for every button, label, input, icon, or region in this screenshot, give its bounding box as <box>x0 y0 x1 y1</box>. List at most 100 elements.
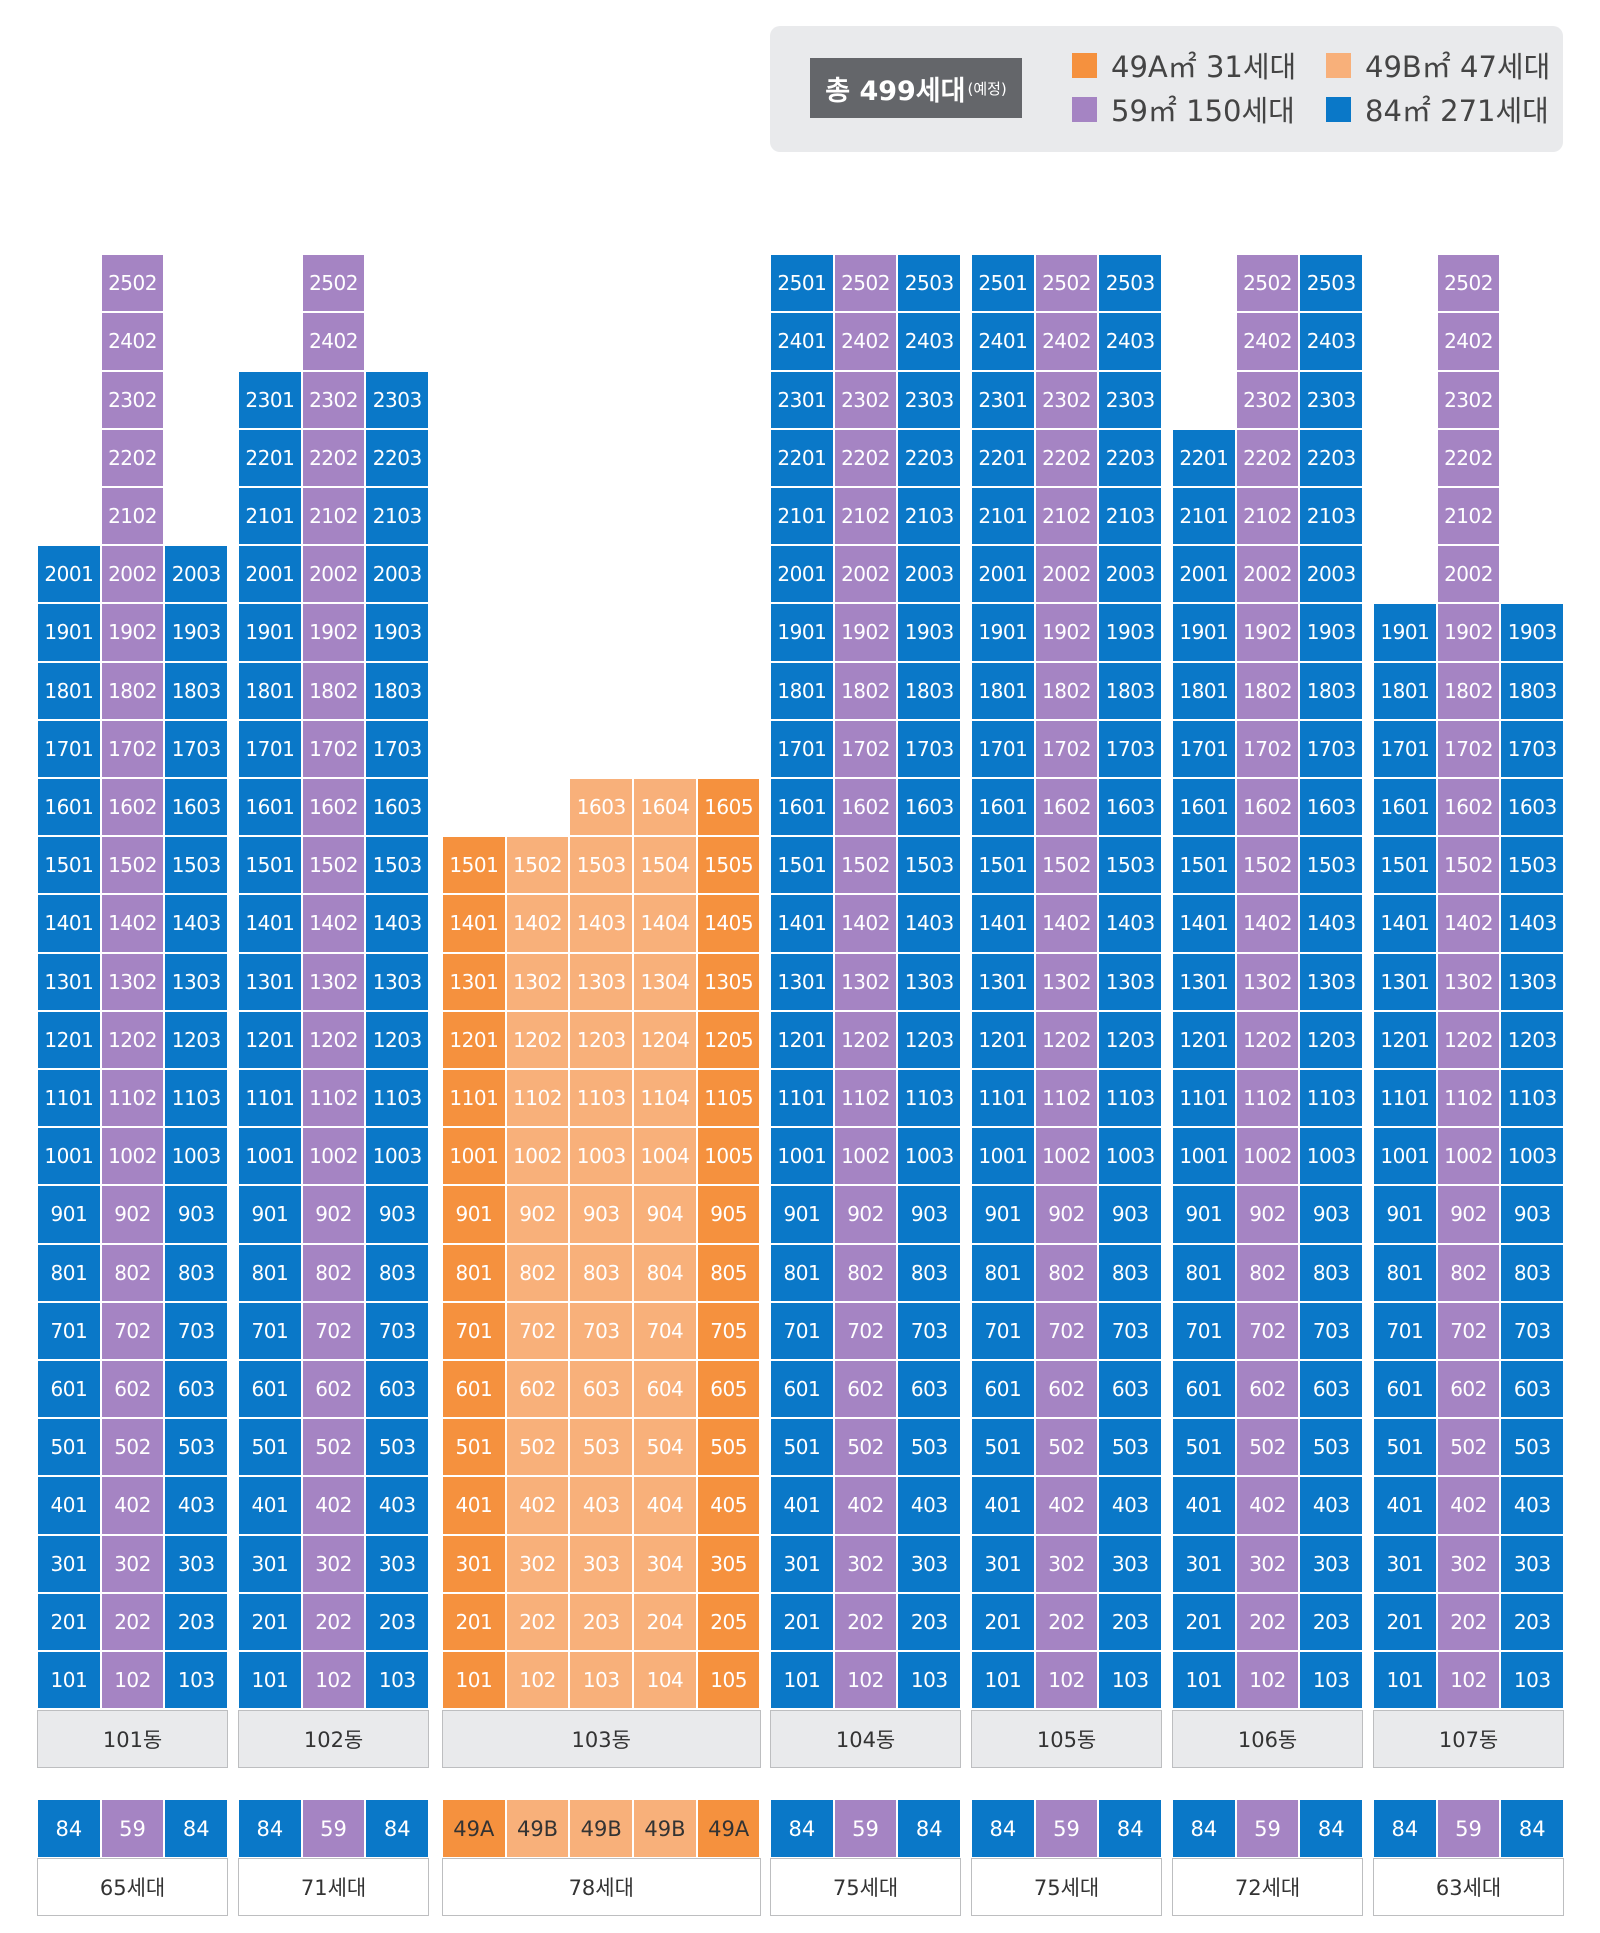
unit-cell: 101 <box>442 1651 506 1710</box>
unit-cell: 301 <box>1373 1534 1437 1593</box>
unit-cell: 1701 <box>1373 719 1437 778</box>
unit-cell: 403 <box>1500 1476 1565 1535</box>
unit-cell: 1801 <box>238 661 302 720</box>
unit-cell: 703 <box>1098 1301 1163 1360</box>
unit-cell: 1303 <box>164 952 229 1011</box>
unit-cell: 903 <box>1299 1185 1364 1244</box>
unit-cell: 702 <box>1235 1301 1300 1360</box>
unit-cell: 1501 <box>1172 836 1236 895</box>
unit-cell: 602 <box>1235 1360 1300 1419</box>
unit-cell: 1902 <box>1235 603 1300 662</box>
unit-cell: 1401 <box>442 894 506 953</box>
unit-cell: 902 <box>833 1185 898 1244</box>
unit-cell: 801 <box>37 1243 101 1302</box>
legend-swatch-49a <box>1072 52 1097 78</box>
unit-cell: 1403 <box>1098 894 1163 953</box>
unit-cell: 1301 <box>971 952 1035 1011</box>
unit-cell: 1204 <box>633 1010 697 1069</box>
unit-cell: 305 <box>696 1534 761 1593</box>
unit-cell: 1603 <box>365 778 430 837</box>
unit-cell: 505 <box>696 1418 761 1477</box>
unit-cell: 1903 <box>164 603 229 662</box>
unit-cell: 1301 <box>442 952 506 1011</box>
unit-cell: 301 <box>238 1534 302 1593</box>
unit-type-cell: 84 <box>1172 1799 1236 1858</box>
unit-cell: 1802 <box>1034 661 1099 720</box>
unit-cell: 103 <box>365 1651 430 1710</box>
unit-cell: 1305 <box>696 952 761 1011</box>
unit-cell: 103 <box>897 1651 962 1710</box>
legend-swatch-49b <box>1326 52 1351 78</box>
unit-cell: 1202 <box>100 1010 165 1069</box>
unit-cell: 1201 <box>770 1010 834 1069</box>
unit-cell: 1801 <box>1172 661 1236 720</box>
unit-cell: 1003 <box>365 1127 430 1186</box>
unit-cell: 2102 <box>301 487 366 546</box>
unit-cell: 502 <box>505 1418 570 1477</box>
unit-cell: 1902 <box>833 603 898 662</box>
unit-cell: 1202 <box>1436 1010 1501 1069</box>
unit-cell: 1503 <box>164 836 229 895</box>
unit-cell: 501 <box>1373 1418 1437 1477</box>
unit-cell: 2103 <box>1098 487 1163 546</box>
unit-cell: 1003 <box>1500 1127 1565 1186</box>
unit-cell: 1002 <box>100 1127 165 1186</box>
unit-cell: 503 <box>365 1418 430 1477</box>
unit-type-cell: 49B <box>505 1799 570 1858</box>
unit-cell: 1803 <box>164 661 229 720</box>
unit-cell: 701 <box>1373 1301 1437 1360</box>
unit-cell: 2303 <box>897 370 962 429</box>
unit-type-cell: 84 <box>238 1799 302 1858</box>
unit-cell: 1605 <box>696 778 761 837</box>
unit-cell: 1601 <box>37 778 101 837</box>
legend-item-49a: 49A㎡ 31세대 <box>1072 44 1296 86</box>
unit-cell: 1902 <box>1436 603 1501 662</box>
unit-cell: 1101 <box>37 1069 101 1128</box>
building-households: 65세대 <box>37 1858 229 1916</box>
unit-cell: 1601 <box>770 778 834 837</box>
unit-cell: 2103 <box>365 487 430 546</box>
unit-cell: 401 <box>770 1476 834 1535</box>
unit-cell: 1201 <box>971 1010 1035 1069</box>
unit-cell: 1603 <box>1299 778 1364 837</box>
unit-cell: 1503 <box>1098 836 1163 895</box>
unit-cell: 602 <box>100 1360 165 1419</box>
unit-cell: 2502 <box>100 254 165 313</box>
unit-cell: 403 <box>569 1476 634 1535</box>
unit-cell: 1302 <box>301 952 366 1011</box>
unit-cell: 1702 <box>833 719 898 778</box>
unit-cell: 903 <box>365 1185 430 1244</box>
unit-cell: 202 <box>505 1592 570 1651</box>
unit-cell: 303 <box>1299 1534 1364 1593</box>
unit-cell: 703 <box>1299 1301 1364 1360</box>
unit-cell: 502 <box>1436 1418 1501 1477</box>
unit-cell: 103 <box>164 1651 229 1710</box>
building-label: 105동 <box>971 1710 1163 1768</box>
unit-type-cell: 59 <box>1235 1799 1300 1858</box>
unit-cell: 1403 <box>1299 894 1364 953</box>
unit-cell: 403 <box>164 1476 229 1535</box>
unit-cell: 1103 <box>1299 1069 1364 1128</box>
unit-cell: 802 <box>1436 1243 1501 1302</box>
unit-cell: 901 <box>770 1185 834 1244</box>
unit-cell: 1403 <box>569 894 634 953</box>
unit-cell: 1802 <box>100 661 165 720</box>
unit-cell: 1301 <box>1172 952 1236 1011</box>
unit-cell: 1403 <box>897 894 962 953</box>
unit-cell: 1903 <box>897 603 962 662</box>
unit-cell: 1802 <box>1436 661 1501 720</box>
unit-cell: 705 <box>696 1301 761 1360</box>
unit-cell: 603 <box>365 1360 430 1419</box>
unit-cell: 1301 <box>37 952 101 1011</box>
unit-cell: 2301 <box>770 370 834 429</box>
unit-cell: 1101 <box>238 1069 302 1128</box>
unit-cell: 1903 <box>1500 603 1565 662</box>
unit-cell: 303 <box>1500 1534 1565 1593</box>
unit-cell: 905 <box>696 1185 761 1244</box>
unit-cell: 1102 <box>833 1069 898 1128</box>
unit-cell: 801 <box>770 1243 834 1302</box>
unit-cell: 603 <box>1500 1360 1565 1419</box>
unit-cell: 1301 <box>238 952 302 1011</box>
unit-cell: 701 <box>238 1301 302 1360</box>
unit-cell: 1902 <box>100 603 165 662</box>
